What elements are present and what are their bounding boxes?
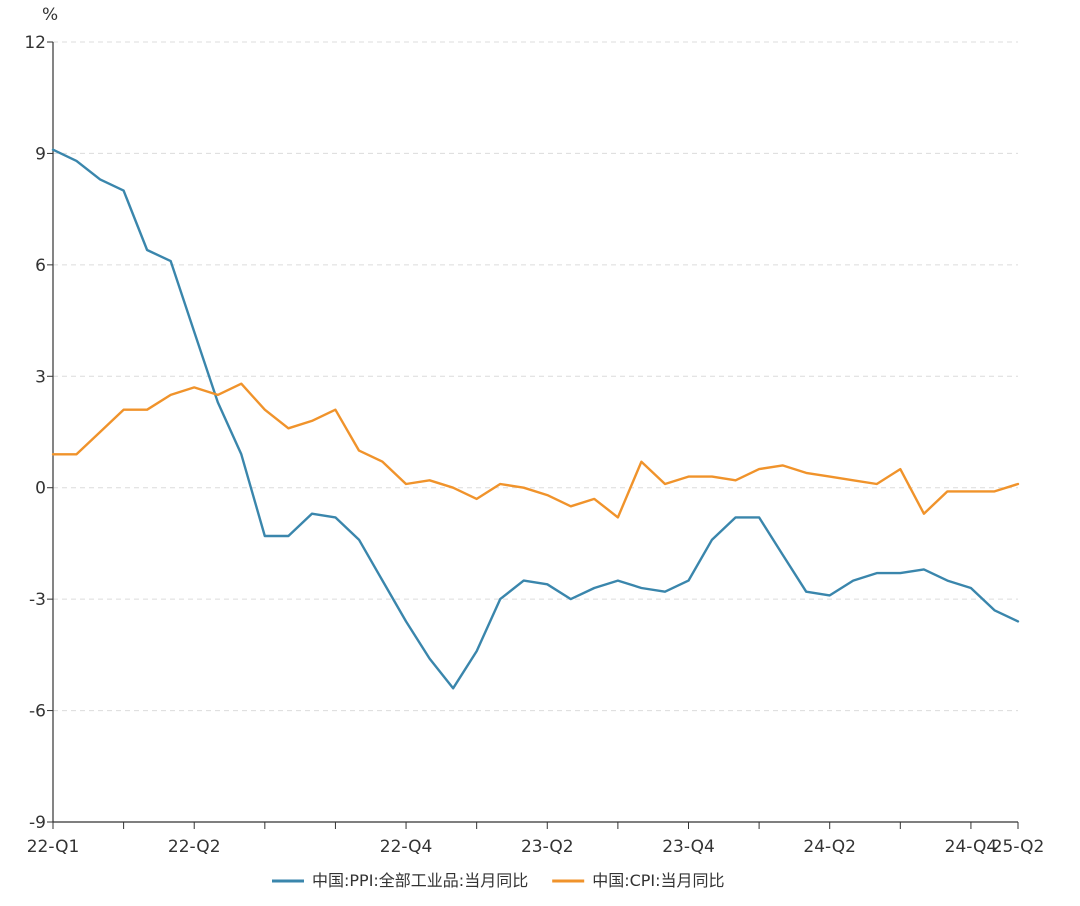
y-tick-label: 0 bbox=[35, 479, 46, 499]
x-tick-label: 23-Q4 bbox=[662, 837, 715, 857]
x-tick-label: 23-Q2 bbox=[521, 837, 574, 857]
legend-label-1: 中国:PPI:全部工业品:当月同比 bbox=[312, 871, 528, 890]
x-tick-label: 25-Q2 bbox=[992, 837, 1045, 857]
y-tick-label: -9 bbox=[29, 813, 46, 833]
series-line-1 bbox=[51, 148, 1020, 690]
x-tick-label: 22-Q1 bbox=[27, 837, 80, 857]
x-tick-label: 22-Q4 bbox=[380, 837, 433, 857]
y-tick-label: -3 bbox=[29, 590, 46, 610]
x-tick-label: 22-Q2 bbox=[168, 837, 221, 857]
legend: 中国:PPI:全部工业品:当月同比 中国:CPI:当月同比 bbox=[272, 871, 725, 890]
y-tick-label: -6 bbox=[29, 702, 46, 722]
axes: -9 -6 -3 0 3 6 9 12 22-Q1 22-Q2 22-Q4 23-Q2 23-Q4 24-… bbox=[24, 33, 1044, 857]
gridlines bbox=[53, 41, 1018, 712]
y-tick-label: 9 bbox=[35, 144, 46, 164]
x-tick-label: 24-Q4 bbox=[945, 837, 998, 857]
series-lines bbox=[51, 148, 1020, 690]
y-tick-label: 12 bbox=[24, 33, 46, 53]
y-tick-label: 3 bbox=[35, 367, 46, 387]
y-axis-unit-label: % bbox=[42, 5, 58, 25]
y-tick-label: 6 bbox=[35, 256, 46, 276]
x-tick-label: 24-Q2 bbox=[803, 837, 856, 857]
series-line-2 bbox=[51, 382, 1020, 519]
legend-label-2: 中国:CPI:当月同比 bbox=[592, 871, 724, 890]
